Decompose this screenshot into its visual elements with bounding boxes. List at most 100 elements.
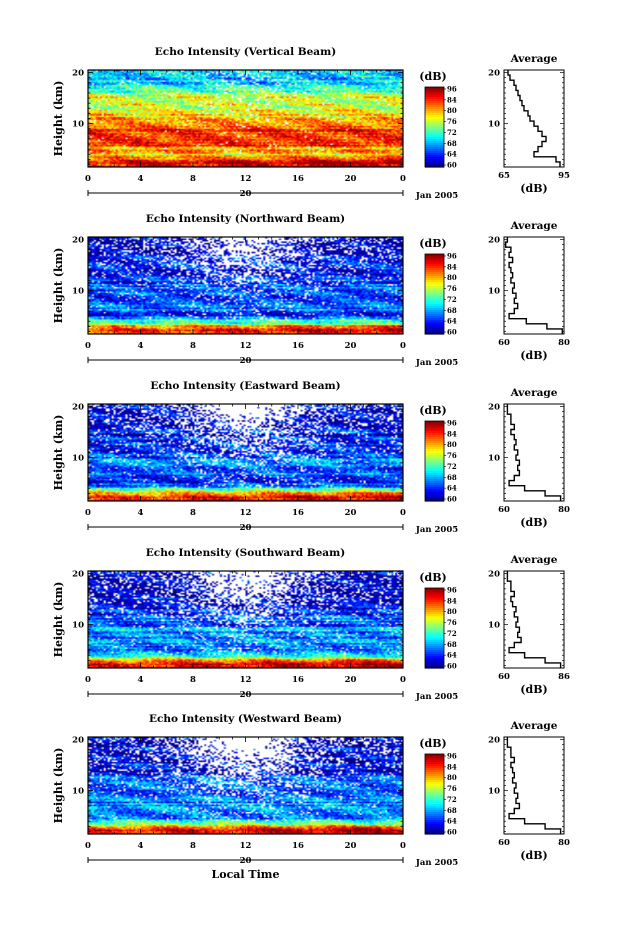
colorbar-segment: [425, 642, 444, 645]
colorbar-segment: [425, 487, 444, 490]
average-x-tick-label: 95: [558, 171, 570, 181]
colorbar-segment: [425, 614, 444, 617]
x-tick-label: 0: [400, 508, 406, 518]
colorbar-segment: [425, 483, 444, 486]
colorbar-segment: [425, 288, 444, 291]
colorbar-segment: [425, 497, 444, 500]
colorbar-segment: [425, 808, 444, 811]
x-tick-label: 4: [138, 841, 144, 851]
colorbar-tick-label: 64: [447, 317, 457, 326]
x-tick-label: 0: [400, 675, 406, 685]
y-tick-label: 10: [72, 621, 84, 631]
average-frame: [503, 570, 565, 669]
colorbar-segment: [425, 624, 444, 627]
average-x-tick-label: 80: [558, 838, 570, 848]
colorbar-tick-label: 68: [447, 139, 457, 148]
colorbar-tick-label: 68: [447, 806, 457, 815]
colorbar-segment: [425, 602, 444, 605]
colorbar-segment: [425, 459, 444, 462]
colorbar-tick-label: 96: [447, 752, 457, 761]
x-tick-label: 12: [240, 341, 252, 351]
colorbar-tick-label: 80: [447, 106, 457, 115]
colorbar-segment: [425, 326, 444, 329]
colorbar-segment: [425, 756, 444, 759]
colorbar-segment: [425, 652, 444, 655]
colorbar-tick-label: 76: [447, 618, 457, 627]
colorbar-segment: [425, 113, 444, 116]
colorbar-tick-label: 72: [447, 462, 457, 471]
x-tick-label: 12: [240, 675, 252, 685]
average-y-tick-label: 10: [488, 454, 500, 464]
panel-2: Echo Intensity (Eastward Beam) 0 4 8 12 16 20 0…: [52, 380, 570, 535]
colorbar-segment: [425, 260, 444, 263]
colorbar-segment: [425, 588, 444, 591]
average-x-tick-label: 60: [498, 505, 510, 515]
colorbar-tick-label: 80: [447, 773, 457, 782]
colorbar-unit: (dB): [419, 571, 446, 584]
echo-heatmap: [88, 70, 403, 167]
y-tick-label: 20: [72, 236, 84, 246]
colorbar-segment: [425, 300, 444, 303]
colorbar-segment: [425, 648, 444, 651]
colorbar-segment: [425, 592, 444, 595]
colorbar-segment: [425, 427, 444, 430]
colorbar-segment: [425, 816, 444, 819]
colorbar-segment: [425, 465, 444, 468]
colorbar-segment: [425, 93, 444, 96]
colorbar-segment: [425, 832, 444, 835]
panel-title: Echo Intensity (Eastward Beam): [150, 380, 340, 392]
colorbar-segment: [425, 429, 444, 432]
x-tick-label: 16: [292, 341, 304, 351]
colorbar-segment: [425, 294, 444, 297]
colorbar-segment: [425, 318, 444, 321]
panel-3: Echo Intensity (Southward Beam) 0 4 8 12 16 20…: [52, 547, 570, 702]
average-frame: [503, 236, 565, 335]
x-tick-label: 8: [190, 508, 196, 518]
colorbar-segment: [425, 258, 444, 261]
colorbar-segment: [425, 262, 444, 265]
average-y-tick-label: 20: [488, 736, 500, 746]
x-tick-label: 0: [85, 174, 91, 184]
average-x-tick-label: 80: [558, 505, 570, 515]
panel-1: Echo Intensity (Northward Beam) 0 4 8 12 16 20…: [52, 213, 570, 368]
colorbar-tick-label: 60: [447, 662, 457, 671]
colorbar-segment: [425, 660, 444, 663]
average-profile-line: [505, 237, 563, 334]
x-tick-label: 20: [345, 341, 357, 351]
colorbar-segment: [425, 469, 444, 472]
colorbar-segment: [425, 764, 444, 767]
average-y-tick-label: 10: [488, 621, 500, 631]
y-tick-label: 10: [72, 787, 84, 797]
colorbar-segment: [425, 604, 444, 607]
colorbar-segment: [425, 119, 444, 122]
colorbar-segment: [425, 772, 444, 775]
average-x-label: (dB): [520, 516, 547, 529]
colorbar-segment: [425, 89, 444, 92]
colorbar-segment: [425, 453, 444, 456]
colorbar-segment: [425, 646, 444, 649]
colorbar-segment: [425, 828, 444, 831]
colorbar-segment: [425, 421, 444, 424]
y-axis-label: Height (km): [52, 81, 65, 157]
x-tick-label: 8: [190, 841, 196, 851]
y-axis-label: Height (km): [52, 748, 65, 824]
day-label: 20: [240, 189, 252, 199]
colorbar-segment: [425, 822, 444, 825]
colorbar-segment: [425, 638, 444, 641]
colorbar-segment: [425, 612, 444, 615]
colorbar-segment: [425, 802, 444, 805]
panel-4: Echo Intensity (Westward Beam) 0 4 8 12 16 20 0…: [52, 713, 570, 868]
day-label: 20: [240, 690, 252, 700]
colorbar-tick-label: 80: [447, 440, 457, 449]
colorbar-segment: [425, 107, 444, 110]
colorbar-segment: [425, 149, 444, 152]
colorbar-segment: [425, 626, 444, 629]
x-tick-label: 16: [292, 508, 304, 518]
colorbar-segment: [425, 272, 444, 275]
x-tick-label: 0: [85, 675, 91, 685]
colorbar-segment: [425, 780, 444, 783]
colorbar-segment: [425, 610, 444, 613]
colorbar-segment: [425, 620, 444, 623]
x-tick-label: 0: [85, 508, 91, 518]
x-tick-label: 8: [190, 341, 196, 351]
